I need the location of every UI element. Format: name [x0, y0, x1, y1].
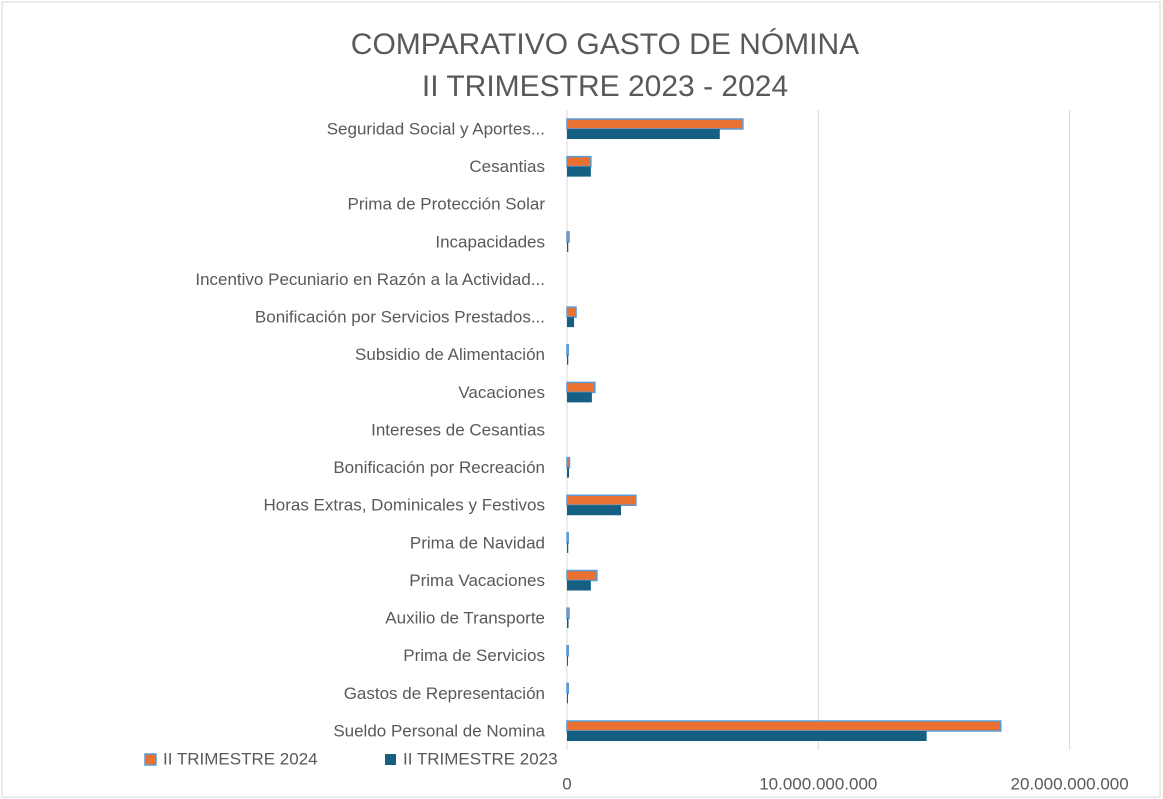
y-tick-label: Intereses de Cesantias [371, 420, 545, 439]
bar [566, 532, 570, 544]
bar [567, 580, 591, 591]
bar [566, 344, 570, 356]
bar [566, 381, 596, 394]
y-tick-label: Auxilio de Transporte [385, 609, 545, 628]
bar [567, 655, 569, 666]
chart-title: II TRIMESTRE 2023 - 2024 [422, 70, 788, 103]
bar [567, 618, 569, 629]
bar [567, 467, 570, 478]
legend-swatch [385, 754, 396, 765]
y-tick-label: Bonificación por Servicios Prestados... [255, 308, 545, 327]
y-tick-label: Cesantias [469, 157, 545, 176]
bar [566, 494, 637, 506]
legend-label: II TRIMESTRE 2024 [163, 749, 318, 768]
bar [567, 731, 927, 741]
x-tick-label: 10.000.000.000 [759, 774, 877, 793]
bar [567, 166, 591, 177]
x-tick-label: 20.000.000.000 [1011, 774, 1129, 793]
chart-title: COMPARATIVO GASTO DE NÓMINA [351, 28, 859, 61]
bar [566, 682, 570, 695]
y-tick-label: Gastos de Representación [344, 684, 545, 703]
y-tick-label: Vacaciones [458, 383, 545, 402]
bar [566, 155, 592, 168]
y-tick-label: Prima de Navidad [410, 533, 545, 552]
bar [567, 241, 569, 252]
y-tick-label: Subsidio de Alimentación [355, 345, 545, 364]
y-tick-label: Prima de Servicios [403, 646, 545, 665]
y-tick-label: Prima de Protección Solar [348, 195, 546, 214]
y-tick-label: Incentivo Pecuniario en Razón a la Activ… [195, 270, 545, 289]
bar [566, 456, 571, 469]
bar [567, 693, 569, 704]
legend-swatch [144, 753, 157, 766]
bar [566, 645, 570, 657]
legend-label: II TRIMESTRE 2023 [403, 749, 558, 768]
bar [567, 354, 569, 365]
bar [567, 129, 720, 139]
bar [566, 607, 570, 619]
y-tick-label: Horas Extras, Dominicales y Festivos [263, 496, 545, 515]
bar [566, 306, 577, 318]
x-tick-label: 0 [562, 774, 571, 793]
y-tick-label: Prima Vacaciones [409, 571, 545, 590]
bar [567, 392, 592, 403]
y-tick-label: Sueldo Personal de Nomina [333, 721, 545, 740]
y-tick-label: Seguridad Social y Aportes... [327, 119, 545, 138]
y-tick-label: Incapacidades [435, 232, 545, 251]
bar [567, 542, 569, 553]
bar [566, 720, 1002, 732]
bar [566, 569, 598, 582]
bar [567, 505, 622, 516]
y-tick-label: Bonificación por Recreación [333, 458, 545, 477]
bar [566, 231, 570, 243]
bar [567, 317, 575, 328]
bar [566, 118, 744, 130]
